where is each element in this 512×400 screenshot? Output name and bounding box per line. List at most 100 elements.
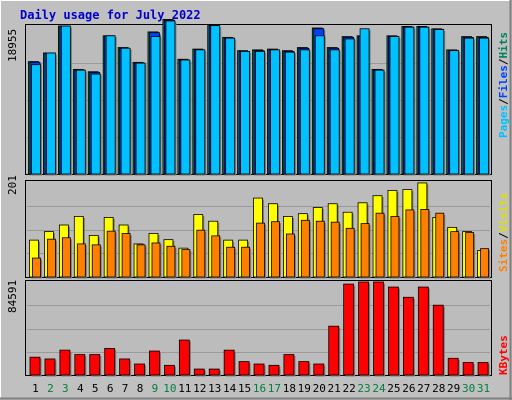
bar-pages-day-29 — [449, 50, 460, 175]
x-tick-label-day-6: 6 — [107, 382, 114, 395]
bar-pages-day-9 — [150, 36, 161, 175]
x-tick-label-day-17: 17 — [268, 382, 281, 395]
bar-kbytes-day-21 — [328, 325, 340, 376]
bar-kbytes-day-18 — [283, 354, 295, 376]
x-tick-label-day-12: 12 — [193, 382, 206, 395]
bar-sites-day-3 — [61, 237, 71, 278]
bar-pages-day-4 — [75, 69, 86, 175]
bar-sites-day-21 — [330, 221, 340, 278]
bar-pages-day-15 — [240, 51, 250, 175]
bar-sites-day-29 — [450, 231, 460, 278]
bar-sites-day-12 — [196, 229, 206, 278]
bar-sites-day-6 — [106, 230, 116, 278]
bar-pages-day-22 — [344, 38, 355, 175]
bar-kbytes-day-29 — [447, 357, 459, 376]
bar-sites-day-27 — [420, 209, 430, 278]
bar-kbytes-day-7 — [119, 358, 131, 376]
x-tick-label-day-28: 28 — [432, 382, 445, 395]
bar-pages-day-2 — [46, 52, 56, 175]
x-tick-label-day-11: 11 — [178, 382, 191, 395]
bar-sites-day-1 — [32, 257, 41, 278]
bar-kbytes-day-8 — [134, 363, 145, 376]
bar-pages-day-7 — [120, 47, 131, 175]
bar-sites-day-10 — [166, 245, 176, 278]
x-tick-label-day-4: 4 — [77, 382, 84, 395]
x-tick-label-day-1: 1 — [32, 382, 39, 395]
bar-kbytes-day-3 — [59, 349, 71, 376]
x-tick-label-day-18: 18 — [283, 382, 296, 395]
bar-kbytes-day-4 — [74, 354, 86, 376]
y-max-label-kbytes: 84591 — [6, 280, 19, 313]
bar-sites-day-9 — [151, 242, 161, 278]
bar-sites-day-30 — [465, 232, 475, 278]
bar-kbytes-day-13 — [208, 368, 220, 376]
x-tick-label-day-26: 26 — [402, 382, 415, 395]
bar-pages-day-31 — [479, 37, 489, 175]
bar-kbytes-day-14 — [223, 349, 235, 376]
chart-title: Daily usage for July 2022 — [20, 8, 201, 22]
x-tick-label-day-25: 25 — [387, 382, 400, 395]
x-tick-label-day-24: 24 — [372, 382, 386, 395]
bar-pages-day-17 — [270, 49, 280, 175]
bar-pages-day-11 — [180, 59, 191, 175]
bar-sites-day-20 — [315, 220, 325, 278]
x-tick-label-day-9: 9 — [152, 382, 159, 395]
bar-sites-day-24 — [375, 212, 385, 278]
x-tick-label-day-29: 29 — [447, 382, 460, 395]
bar-pages-day-12 — [195, 49, 206, 175]
legend-hits-files-pages: Pages/Files/Hits — [497, 32, 510, 138]
bar-sites-day-19 — [300, 219, 310, 278]
bar-pages-day-30 — [464, 37, 475, 175]
bar-kbytes-day-16 — [253, 363, 265, 376]
bar-pages-day-21 — [329, 49, 340, 175]
bar-kbytes-day-23 — [358, 281, 369, 376]
legend-slash-1: / — [497, 98, 510, 105]
bar-sites-day-17 — [271, 221, 280, 278]
legend-files: Files — [497, 65, 510, 98]
bar-pages-day-6 — [105, 35, 116, 175]
x-tick-label-day-16: 16 — [253, 382, 266, 395]
bar-sites-day-5 — [91, 244, 101, 278]
bar-kbytes-day-12 — [193, 368, 205, 376]
bar-kbytes-day-24 — [373, 281, 384, 376]
bar-pages-day-13 — [210, 25, 221, 175]
bar-sites-day-13 — [211, 235, 221, 278]
y-max-label-hits: 18955 — [6, 29, 19, 62]
bar-kbytes-day-22 — [343, 283, 355, 376]
x-tick-label-day-8: 8 — [137, 382, 144, 395]
bar-kbytes-day-25 — [388, 286, 399, 376]
bar-kbytes-day-20 — [313, 363, 325, 376]
bar-kbytes-day-30 — [462, 362, 474, 376]
bar-pages-day-5 — [90, 73, 101, 175]
x-tick-label-day-2: 2 — [47, 382, 54, 395]
x-tick-label-day-20: 20 — [313, 382, 326, 395]
bar-kbytes-day-15 — [238, 361, 250, 376]
legend-hits: Hits — [497, 32, 510, 59]
bar-sites-day-2 — [47, 238, 56, 278]
bar-kbytes-day-9 — [149, 350, 160, 376]
x-tick-label-day-23: 23 — [357, 382, 370, 395]
bar-sites-day-26 — [405, 209, 415, 278]
bar-pages-day-23 — [359, 28, 370, 175]
bar-pages-day-24 — [374, 69, 385, 175]
bar-pages-day-20 — [314, 35, 325, 175]
x-tick-label-day-27: 27 — [417, 382, 430, 395]
bar-kbytes-day-1 — [29, 356, 41, 376]
bar-sites-day-8 — [136, 244, 146, 278]
x-tick-label-day-7: 7 — [122, 382, 129, 395]
x-tick-label-day-14: 14 — [223, 382, 237, 395]
x-tick-label-day-15: 15 — [238, 382, 251, 395]
bar-pages-day-26 — [404, 26, 415, 175]
x-tick-label-day-3: 3 — [62, 382, 69, 395]
x-tick-label-day-22: 22 — [342, 382, 355, 395]
legend-kbytes: KBytes — [497, 335, 510, 375]
bar-kbytes-day-17 — [268, 364, 280, 376]
bar-sites-day-11 — [181, 249, 191, 278]
legend-slash-3: / — [497, 232, 510, 239]
legend-slash-2: / — [497, 58, 510, 65]
chart-marks: 1 2 3 4 5 6 7 8 9 10 11 12 13 14 15 16 17 18 19 20 21 22 23 24 2… — [27, 19, 490, 395]
bar-sites-day-4 — [76, 243, 86, 278]
bar-sites-day-15 — [241, 246, 250, 278]
x-tick-label-day-31: 31 — [477, 382, 490, 395]
